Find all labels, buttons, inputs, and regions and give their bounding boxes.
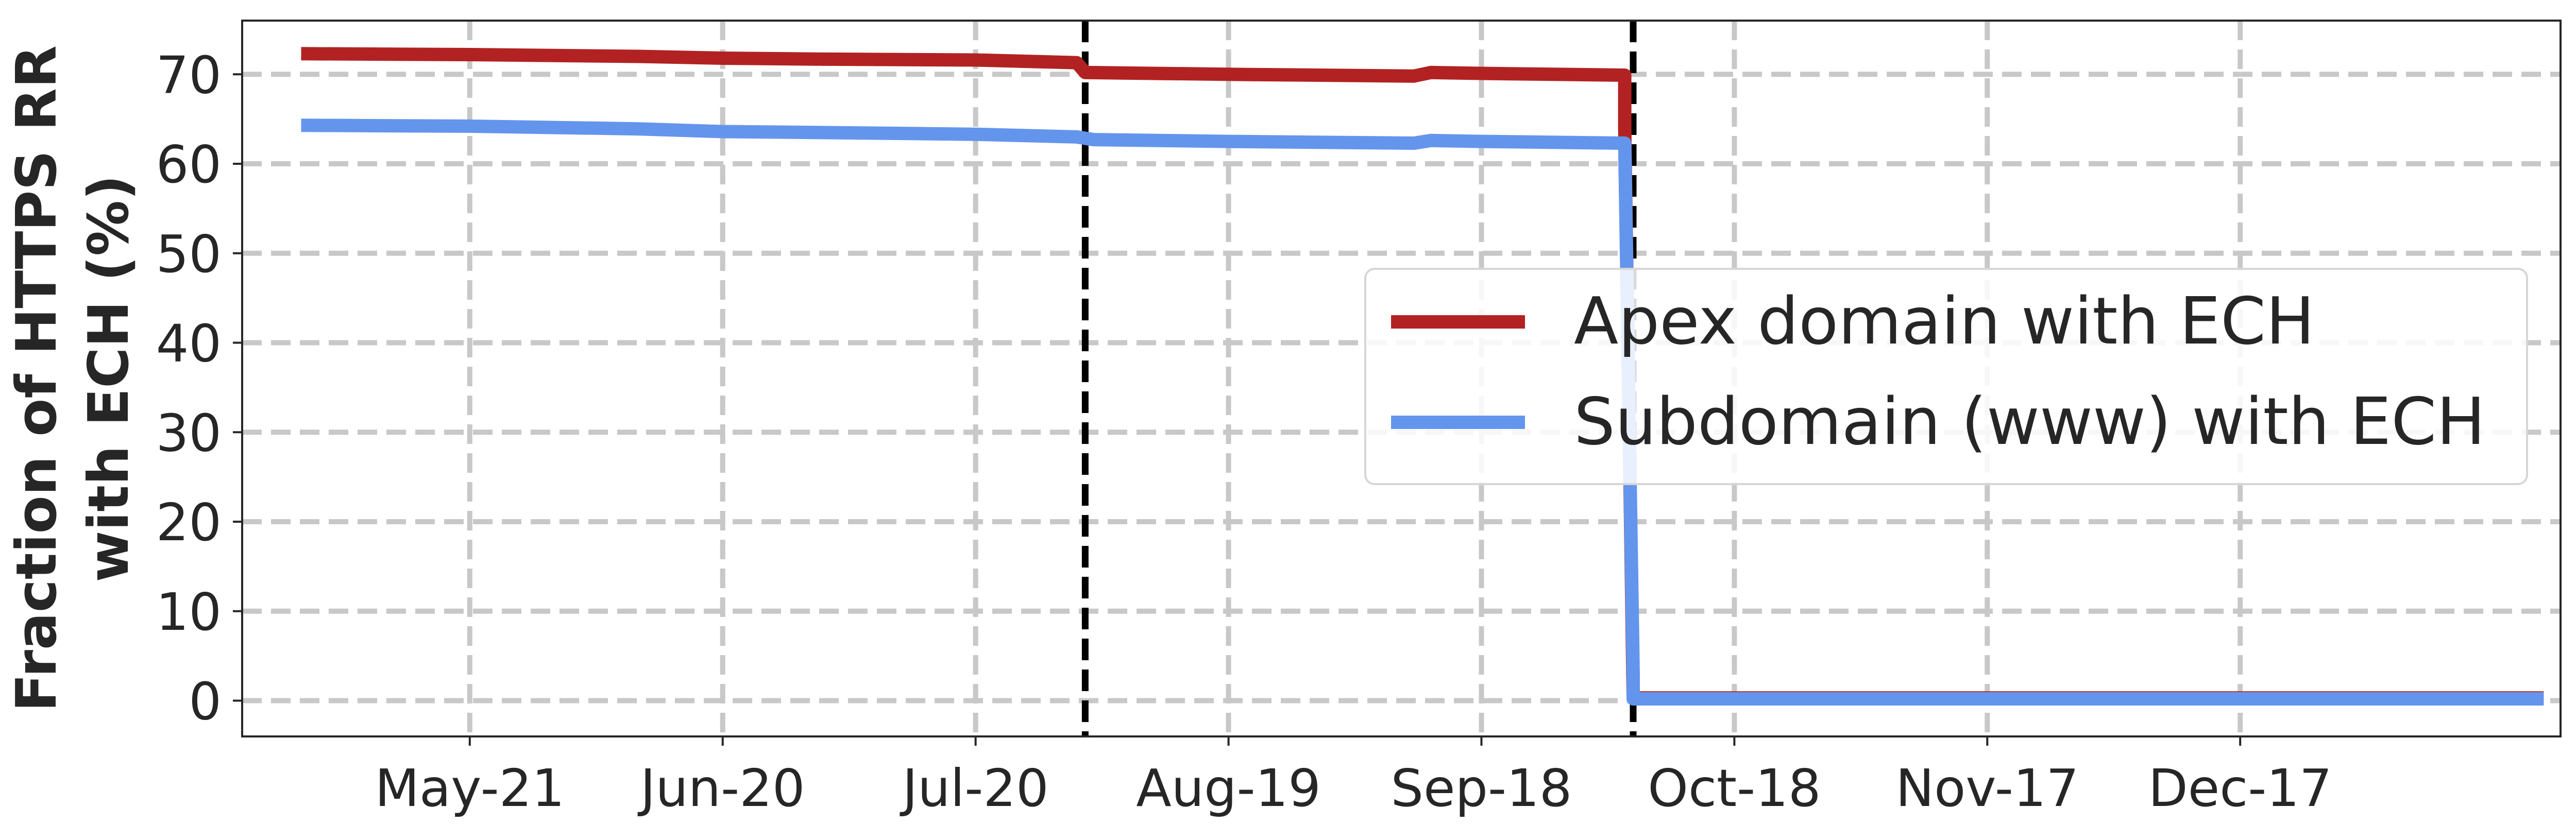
y-axis-label: Fraction of HTTPS RR with ECH (%) (5, 45, 141, 712)
x-tick-label-6: Nov-17 (1895, 758, 2079, 818)
x-tick-label-3: Aug-19 (1136, 758, 1321, 818)
y-tick-label-7: 70 (156, 45, 222, 105)
legend-box (1364, 268, 2528, 485)
y-tick-label-6: 60 (156, 134, 222, 195)
y-axis-label-line-1: with ECH (%) (77, 175, 141, 582)
x-tick-label-1: Jun-20 (637, 758, 805, 818)
x-tick-label-2: Jul-20 (900, 758, 1049, 818)
legend-label-1: Subdomain (www) with ECH (1574, 384, 2485, 459)
plot-frame (241, 20, 2562, 737)
x-tick-label-7: Dec-17 (2148, 758, 2332, 818)
series-line-0 (301, 47, 2544, 705)
tick-layer: 0 10 20 30 40 50 60 70 May-21 Jun-20 Jul-20 Aug-19 S… (156, 45, 2332, 818)
y-tick-label-5: 50 (156, 224, 222, 284)
x-tick-label-0: May-21 (375, 758, 565, 818)
x-tick-label-4: Sep-18 (1391, 758, 1572, 818)
y-tick-label-3: 30 (156, 403, 222, 463)
y-tick-label-1: 10 (156, 582, 222, 642)
y-tick-label-0: 0 (189, 672, 222, 732)
y-axis-label-line-0: Fraction of HTTPS RR (5, 45, 69, 712)
y-tick-label-4: 40 (156, 314, 222, 374)
x-tick-label-5: Oct-18 (1648, 758, 1821, 818)
legend-label-0: Apex domain with ECH (1574, 283, 2315, 359)
y-tick-label-2: 20 (156, 492, 222, 553)
legend: Apex domain with ECH Subdomain (www) with… (1364, 268, 2528, 485)
